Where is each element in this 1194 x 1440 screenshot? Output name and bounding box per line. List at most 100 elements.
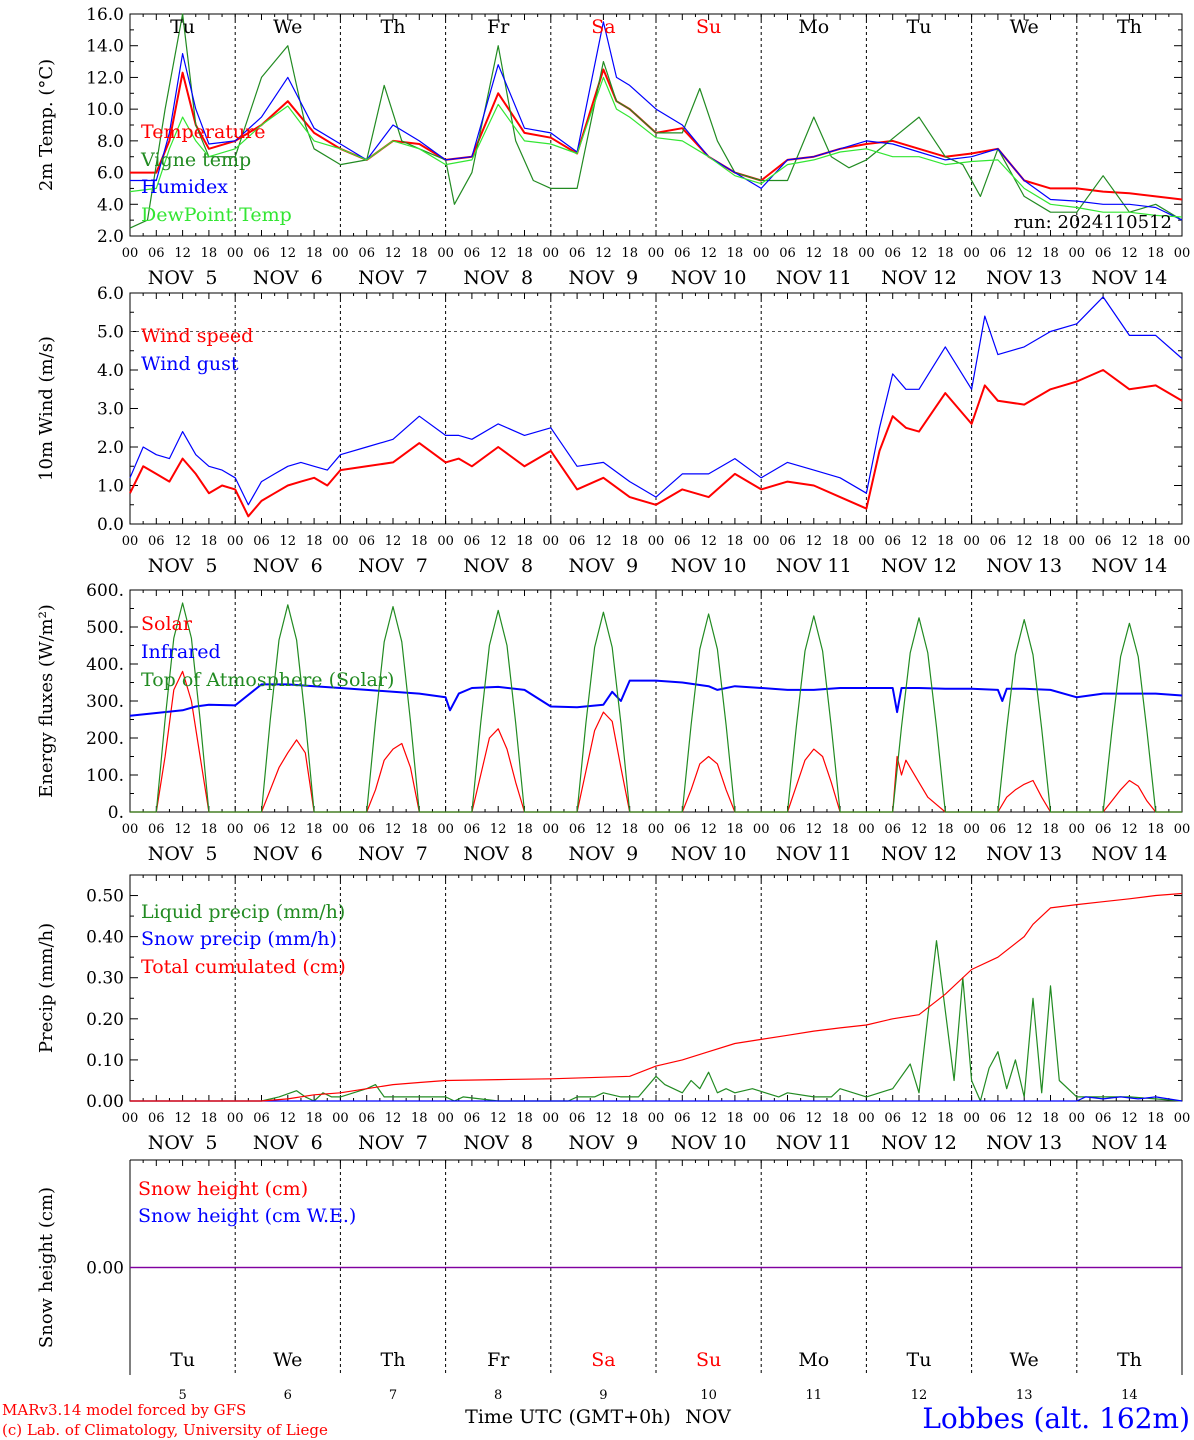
- date-label: NOV 9: [569, 555, 639, 577]
- hour-tick-label: 12: [280, 822, 297, 837]
- hour-tick-label: 00: [753, 1111, 770, 1126]
- weekday-label: Fr: [487, 1349, 510, 1371]
- weekday-label: Sa: [591, 16, 615, 38]
- series-line-dewpoint-temp: [129, 76, 1183, 218]
- lab-credit: (c) Lab. of Climatology, University of L…: [2, 1421, 328, 1439]
- hour-tick-label: 00: [122, 246, 139, 261]
- series-line-wind-gust: [129, 296, 1183, 506]
- hour-tick-label: 18: [201, 822, 218, 837]
- y-tick-label: 0.40: [86, 928, 124, 948]
- weekday-label: We: [1010, 1349, 1039, 1371]
- panel-4: 0.00 0.10 0.20 0.30 0.40 0.50 Precip (mm/h) Liq…: [36, 874, 1190, 1154]
- hour-tick-label: 06: [674, 534, 691, 549]
- date-label: NOV 11: [776, 843, 852, 865]
- hour-tick-label: 00: [227, 534, 244, 549]
- hour-tick-label: 18: [1147, 246, 1164, 261]
- hour-tick-label: 12: [385, 822, 402, 837]
- hour-tick-label: 18: [937, 534, 954, 549]
- date-label: NOV 6: [253, 267, 323, 289]
- hour-tick-label: 18: [1042, 1111, 1059, 1126]
- date-label: NOV 8: [463, 555, 533, 577]
- hour-tick-label: 06: [358, 822, 375, 837]
- weekday-label: Tu: [170, 16, 195, 38]
- hour-tick-label: 12: [490, 1111, 507, 1126]
- weekday-label: We: [273, 16, 302, 38]
- hour-tick-label: 12: [385, 534, 402, 549]
- hour-tick-label: 06: [253, 822, 270, 837]
- station-label: Lobbes (alt. 162m): [922, 1402, 1190, 1435]
- hour-tick-label: 00: [963, 1111, 980, 1126]
- hour-tick-label: 00: [1069, 246, 1086, 261]
- hour-tick-label: 12: [174, 1111, 191, 1126]
- hour-tick-label: 06: [884, 1111, 901, 1126]
- hour-tick-label: 12: [1121, 1111, 1138, 1126]
- hour-tick-label: 12: [1121, 822, 1138, 837]
- y-tick-label: 0.50: [86, 887, 124, 907]
- hour-tick-label: 06: [148, 246, 165, 261]
- hour-tick-label: 06: [358, 246, 375, 261]
- series-line-liquid-precip-mm-h-: [130, 940, 1183, 1102]
- hour-tick-label: 06: [148, 534, 165, 549]
- hour-tick-label: 18: [411, 246, 428, 261]
- legend-label: Wind speed: [141, 325, 253, 347]
- x-axis-label: Time UTC (GMT+0h): [465, 1406, 671, 1428]
- hour-tick-label: 06: [569, 246, 586, 261]
- day-number-label: 11: [806, 1388, 823, 1403]
- hour-tick-label: 06: [674, 246, 691, 261]
- hour-tick-label: 12: [595, 534, 612, 549]
- hour-tick-label: 06: [884, 822, 901, 837]
- date-label: NOV 13: [986, 555, 1062, 577]
- date-label: NOV 6: [253, 1132, 323, 1154]
- date-label: NOV 13: [986, 843, 1062, 865]
- y-tick-label: 300.: [86, 692, 124, 712]
- hour-tick-label: 18: [832, 1111, 849, 1126]
- hour-tick-label: 06: [464, 246, 481, 261]
- date-label: NOV 13: [986, 267, 1062, 289]
- date-label: NOV 5: [148, 843, 218, 865]
- weekday-label: Su: [696, 1349, 721, 1371]
- hour-tick-label: 12: [911, 822, 928, 837]
- y-tick-label: 0.10: [86, 1051, 124, 1071]
- hour-tick-label: 06: [148, 1111, 165, 1126]
- hour-tick-label: 06: [1095, 534, 1112, 549]
- hour-tick-label: 18: [201, 246, 218, 261]
- y-tick-label: 0.00: [86, 1092, 124, 1112]
- hour-tick-label: 12: [174, 246, 191, 261]
- hour-tick-label: 06: [674, 822, 691, 837]
- legend-label: Snow precip (mm/h): [141, 928, 337, 950]
- hour-tick-label: 00: [437, 246, 454, 261]
- hour-tick-label: 18: [621, 1111, 638, 1126]
- y-tick-label: 16.0: [86, 5, 124, 25]
- y-tick-label: 5.0: [97, 323, 124, 343]
- hour-tick-label: 18: [516, 822, 533, 837]
- hour-tick-label: 18: [1042, 246, 1059, 261]
- legend-label: Solar: [141, 613, 193, 635]
- hour-tick-label: 06: [779, 246, 796, 261]
- weekday-label: Mo: [798, 1349, 829, 1371]
- hour-tick-label: 00: [437, 1111, 454, 1126]
- day-number-label: 12: [911, 1388, 928, 1403]
- weekday-label: Th: [1117, 1349, 1142, 1371]
- hour-tick-label: 06: [990, 534, 1007, 549]
- hour-tick-label: 00: [332, 246, 349, 261]
- date-label: NOV 6: [253, 843, 323, 865]
- hour-tick-label: 00: [648, 1111, 665, 1126]
- hour-tick-label: 12: [280, 246, 297, 261]
- hour-tick-label: 00: [227, 246, 244, 261]
- day-number-label: 5: [178, 1388, 186, 1403]
- series-line-vigne-temp: [129, 13, 1183, 229]
- hour-tick-label: 12: [1016, 1111, 1033, 1126]
- y-tick-label: 2.0: [97, 227, 124, 247]
- date-label: NOV 9: [569, 267, 639, 289]
- y-axis-label: Energy fluxes (W/m²): [36, 604, 57, 798]
- hour-tick-label: 12: [595, 1111, 612, 1126]
- hour-tick-label: 00: [227, 1111, 244, 1126]
- hour-tick-label: 12: [280, 534, 297, 549]
- y-tick-label: 500.: [86, 618, 124, 638]
- series-line-infrared: [129, 679, 1183, 717]
- hour-tick-label: 00: [122, 1111, 139, 1126]
- date-label: NOV 5: [148, 555, 218, 577]
- y-tick-label: 10.0: [86, 100, 124, 120]
- day-number-label: 7: [389, 1388, 397, 1403]
- hour-tick-label: 18: [1042, 534, 1059, 549]
